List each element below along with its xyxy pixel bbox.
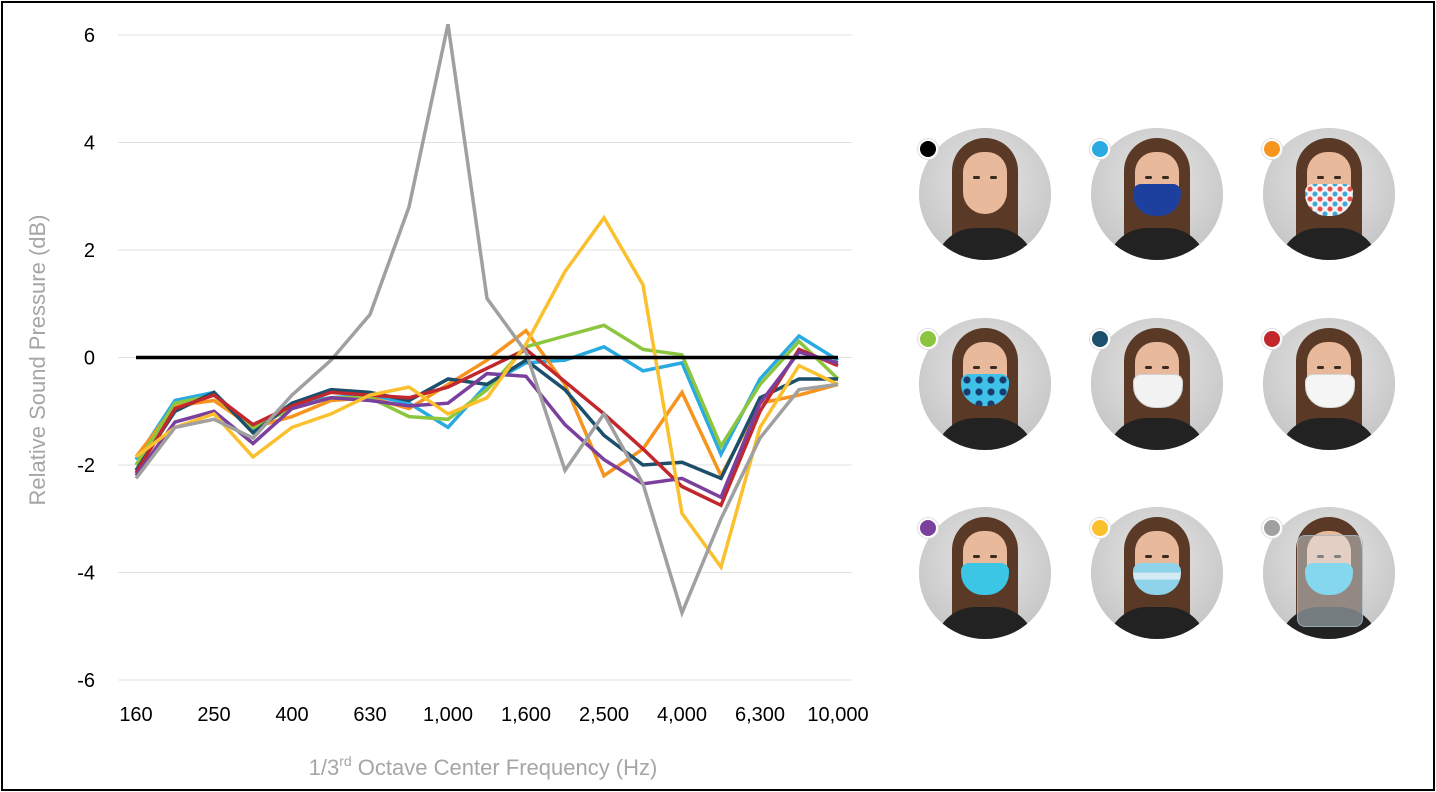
y-tick-label: 2 <box>84 240 95 262</box>
x-tick-label: 10,000 <box>807 704 868 726</box>
x-tick-label: 4,000 <box>657 704 707 726</box>
x-tick-label: 1,000 <box>423 704 473 726</box>
y-tick-label: 0 <box>84 348 95 370</box>
x-axis-title: 1/3rd Octave Center Frequency (Hz) <box>309 753 658 780</box>
x-tick-label: 6,300 <box>735 704 785 726</box>
series-line <box>134 323 840 466</box>
y-tick-labels: 6 4 2 0 -2 -4 -6 <box>77 25 95 692</box>
x-tick-label: 250 <box>197 704 230 726</box>
x-axis-title-sup: rd <box>339 753 351 769</box>
x-tick-label: 630 <box>353 704 386 726</box>
x-tick-label: 160 <box>119 704 152 726</box>
series-line <box>134 347 839 508</box>
series-line <box>134 23 839 618</box>
x-tick-label: 400 <box>275 704 308 726</box>
y-tick-label: -6 <box>77 670 95 692</box>
x-tick-label: 1,600 <box>501 704 551 726</box>
y-tick-label: 6 <box>84 25 95 47</box>
y-axis-title: Relative Sound Pressure (dB) <box>25 214 50 505</box>
y-tick-label: -2 <box>77 455 95 477</box>
series-line <box>134 350 839 500</box>
series-line <box>134 214 839 572</box>
y-tick-label: -4 <box>77 563 95 585</box>
x-axis-title-pre: 1/3 <box>309 755 340 780</box>
x-tick-label: 2,500 <box>579 704 629 726</box>
gridlines <box>118 34 852 681</box>
x-axis-title-post: Octave Center Frequency (Hz) <box>352 755 658 780</box>
series-lines <box>134 23 840 618</box>
x-tick-labels: 160 250 400 630 1,000 1,600 2,500 4,000 6,300 10,… <box>119 704 868 726</box>
y-tick-label: 4 <box>84 133 95 155</box>
series-line <box>134 358 838 481</box>
